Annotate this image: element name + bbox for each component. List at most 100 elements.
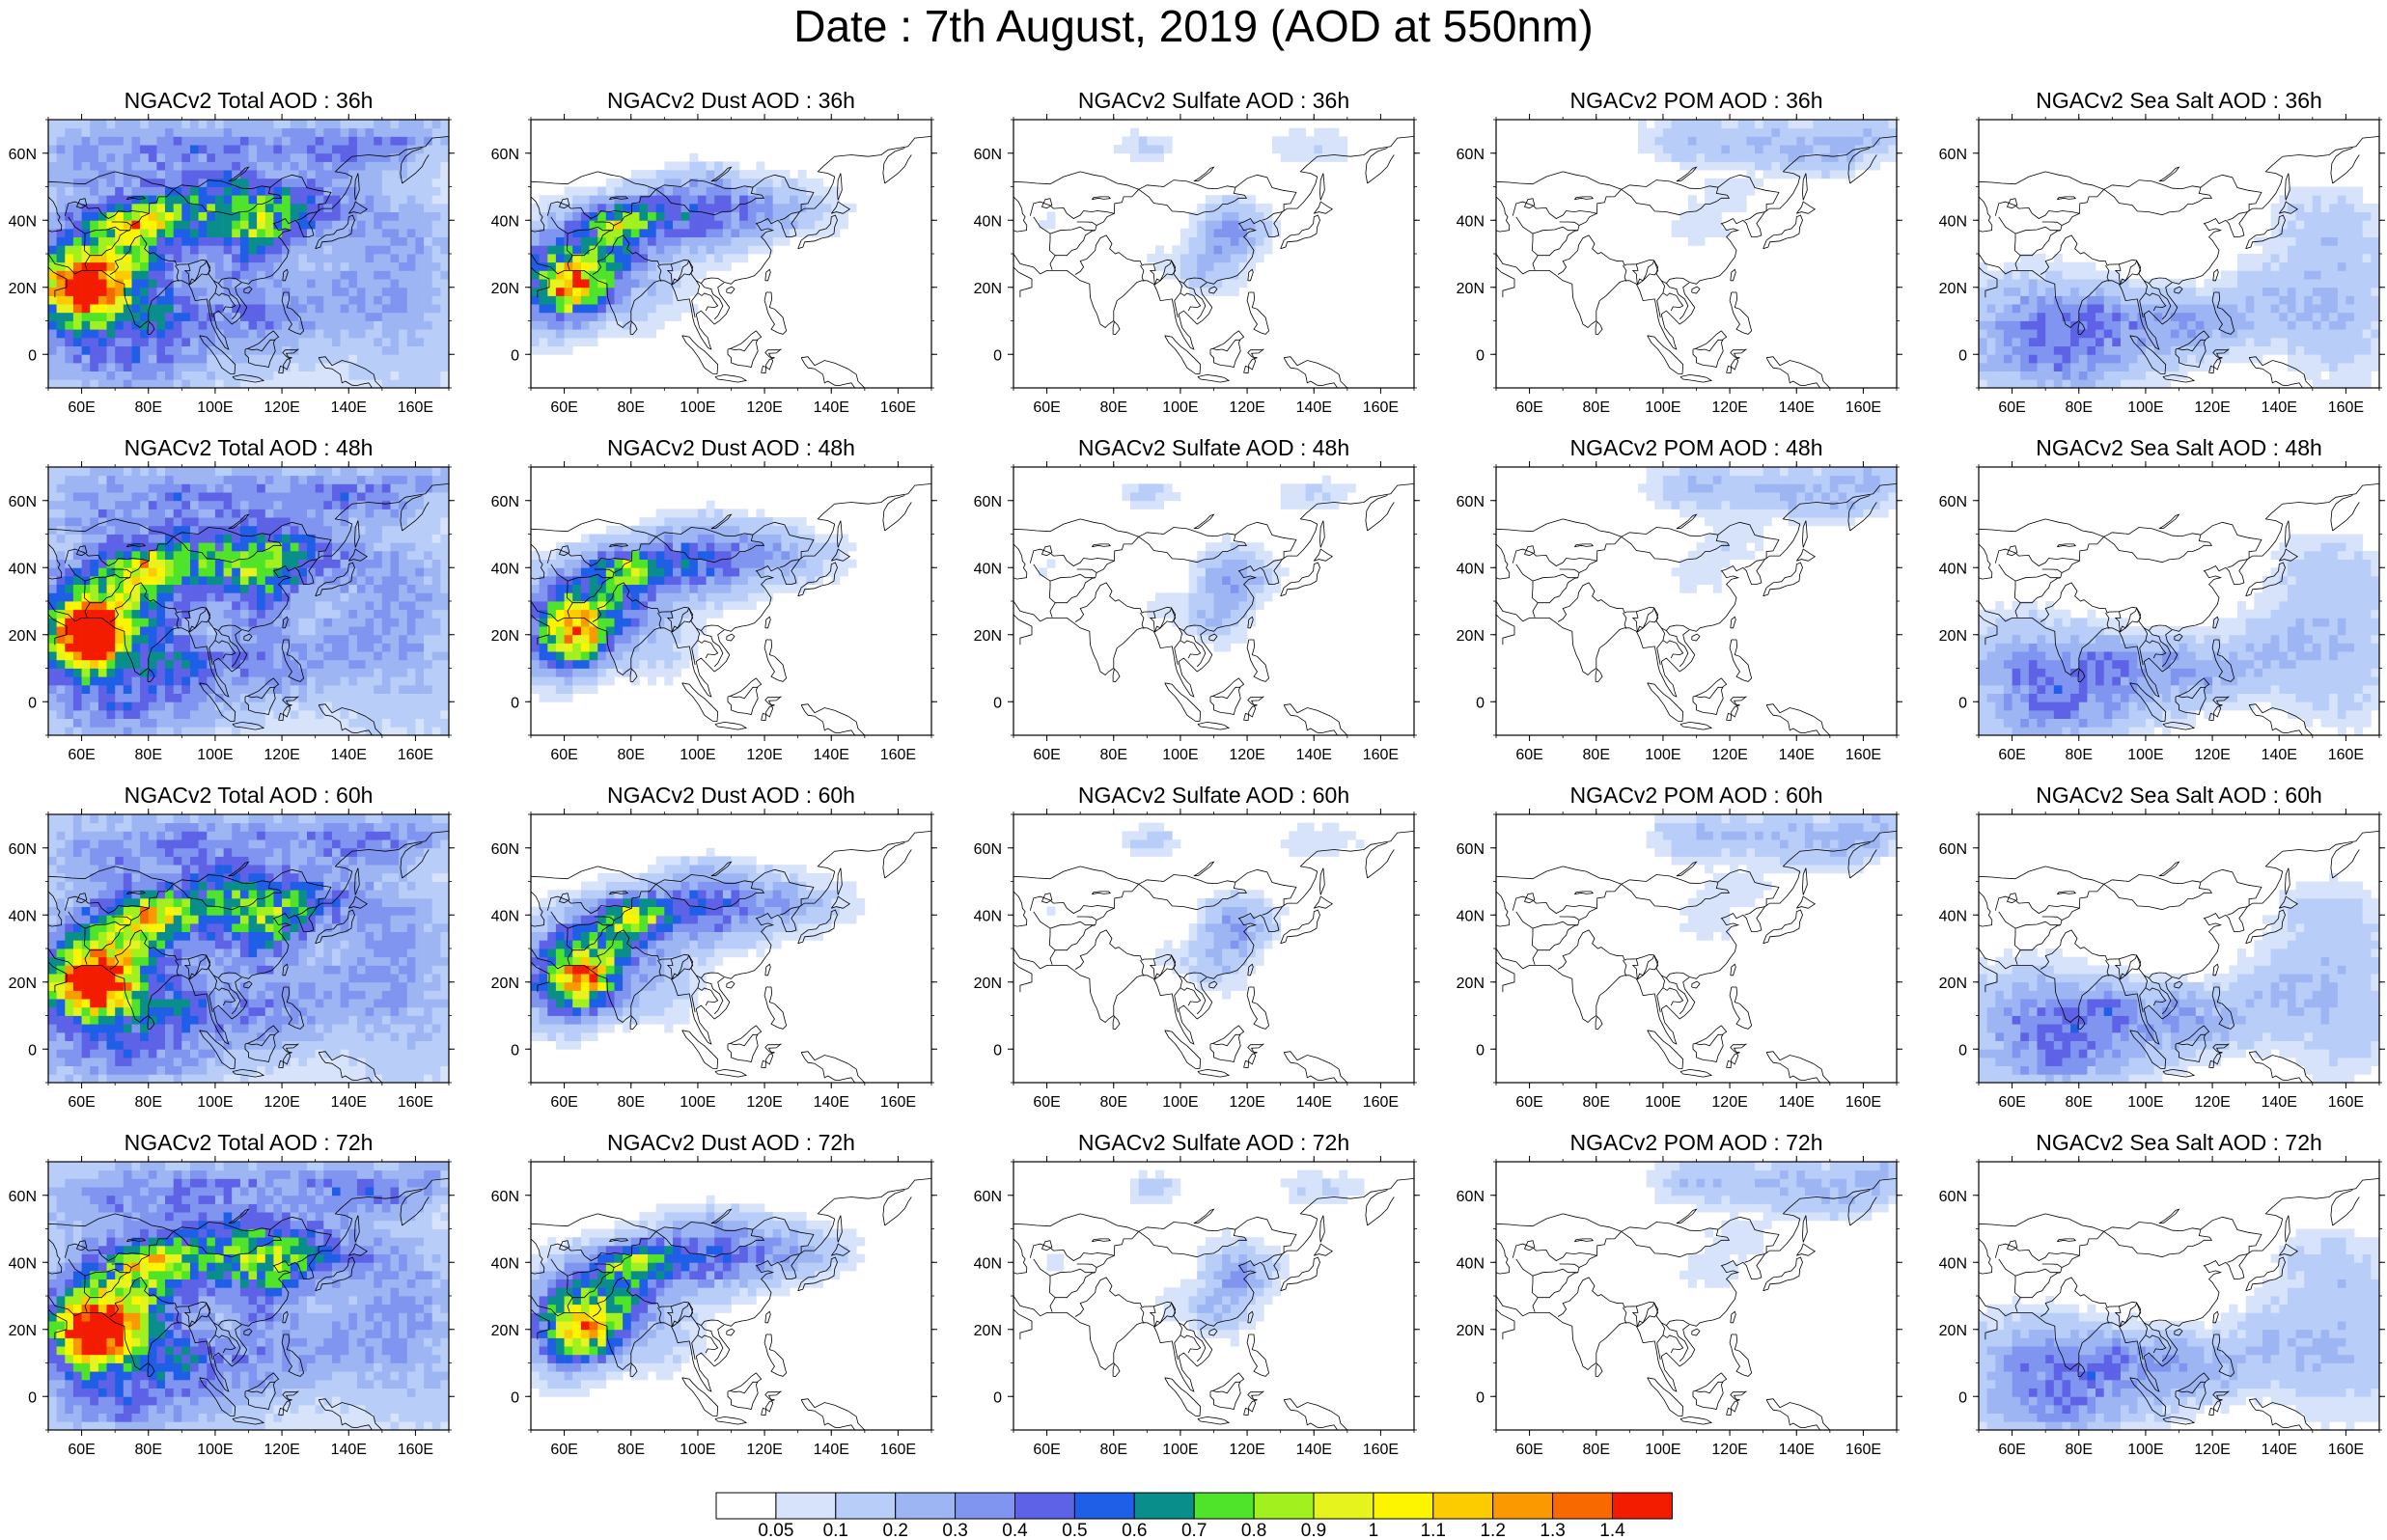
aod-field [1979, 872, 2379, 1083]
lon-tick-label: 120E [746, 747, 782, 763]
lat-tick-label: 60N [491, 841, 519, 858]
colorbar-label: 0.4 [1002, 1521, 1028, 1538]
lat-tick-label: 40N [1457, 213, 1485, 230]
lon-tick-label: 160E [2328, 1094, 2364, 1111]
lon-tick-label: 60E [1515, 1094, 1542, 1111]
lon-tick-label: 100E [2127, 399, 2163, 416]
lon-tick-label: 60E [1998, 1442, 2025, 1458]
colorbar-label: 0.1 [823, 1521, 848, 1538]
aod-field [531, 152, 857, 355]
lat-tick-label: 20N [491, 281, 519, 297]
lat-tick-label: 40N [974, 1255, 1002, 1272]
colorbar-label: 1.3 [1540, 1521, 1565, 1538]
lon-tick-label: 140E [1296, 1442, 1332, 1458]
panel-title: NGACv2 Dust AOD : 48h [607, 435, 855, 460]
lon-tick-label: 140E [814, 747, 849, 763]
coastlines [1013, 831, 1414, 1083]
lat-tick-label: 40N [491, 561, 519, 577]
lat-tick-label: 20N [1457, 1323, 1485, 1339]
panel-title: NGACv2 Sulfate AOD : 72h [1078, 1130, 1349, 1155]
aod-field [1038, 127, 1348, 296]
lon-tick-label: 160E [1846, 399, 1881, 416]
panel-title: NGACv2 POM AOD : 36h [1569, 88, 1822, 113]
lat-tick-label: 20N [491, 628, 519, 645]
lat-tick-label: 0 [28, 695, 37, 711]
coastlines [1013, 136, 1414, 388]
lon-tick-label: 60E [1998, 1094, 2025, 1111]
map-panel-dust-48h: NGACv2 Dust AOD : 48h 60E 80E 100E 120E 140E 1… [491, 435, 937, 763]
lon-tick-label: 60E [550, 747, 577, 763]
lat-tick-label: 40N [974, 213, 1002, 230]
lon-tick-label: 60E [1033, 1094, 1060, 1111]
lon-tick-label: 60E [68, 1442, 95, 1458]
lon-tick-label: 140E [2262, 399, 2297, 416]
lon-tick-label: 100E [197, 1094, 233, 1111]
lon-tick-label: 80E [1583, 1094, 1610, 1111]
lat-tick-label: 20N [1939, 1323, 1967, 1339]
colorbar-label: 1.1 [1421, 1521, 1446, 1538]
lon-tick-label: 80E [2066, 1094, 2093, 1111]
lon-tick-label: 100E [197, 399, 233, 416]
lon-tick-label: 80E [135, 1442, 162, 1458]
lon-tick-label: 100E [680, 747, 715, 763]
lon-tick-label: 100E [2127, 1094, 2163, 1111]
lat-tick-label: 20N [974, 628, 1002, 645]
map-panel-seasalt-36h: NGACv2 Sea Salt AOD : 36h 60E 80E 100E 120E 1… [1939, 88, 2385, 416]
lon-tick-label: 140E [1779, 399, 1815, 416]
colorbar-label: 0.3 [942, 1521, 967, 1538]
lat-tick-label: 0 [511, 347, 519, 364]
map-panel-total-36h: NGACv2 Total AOD : 36h 60E 80E 100E 120E 140E… [9, 88, 455, 416]
colorbar-swatch [715, 1492, 777, 1520]
lon-tick-label: 120E [2194, 747, 2230, 763]
lat-tick-label: 20N [1939, 628, 1967, 645]
lon-tick-label: 140E [814, 1442, 849, 1458]
lon-tick-label: 160E [1846, 747, 1881, 763]
lat-tick-label: 0 [993, 695, 1002, 711]
colorbar-swatch [1492, 1492, 1554, 1520]
map-panel-total-72h: NGACv2 Total AOD : 72h 60E 80E 100E 120E 140E… [9, 1130, 455, 1458]
aod-field [1646, 1162, 1897, 1288]
lat-tick-label: 0 [28, 1042, 37, 1059]
lat-tick-label: 20N [1457, 628, 1485, 645]
lon-tick-label: 140E [1779, 1094, 1815, 1111]
lat-tick-label: 0 [1476, 1042, 1485, 1059]
lon-tick-label: 120E [2194, 399, 2230, 416]
lat-tick-label: 60N [1939, 147, 1967, 163]
colorbar-swatch [1612, 1492, 1673, 1520]
lat-tick-label: 0 [511, 695, 519, 711]
lat-tick-label: 60N [491, 494, 519, 510]
lon-tick-label: 160E [398, 399, 433, 416]
lat-tick-label: 60N [9, 1189, 37, 1205]
lat-tick-label: 60N [974, 147, 1002, 163]
map-panel-dust-72h: NGACv2 Dust AOD : 72h 60E 80E 100E 120E 140E 1… [491, 1130, 937, 1458]
lat-tick-label: 40N [1939, 1255, 1967, 1272]
map-panel-pom-72h: NGACv2 POM AOD : 72h 60E 80E 100E 120E 140E 16… [1457, 1130, 1902, 1458]
lat-tick-label: 40N [491, 1255, 519, 1272]
colorbar-swatch [835, 1492, 897, 1520]
lon-tick-label: 80E [2066, 399, 2093, 416]
lon-tick-label: 100E [1645, 1094, 1680, 1111]
lon-tick-label: 140E [331, 747, 367, 763]
coastlines [531, 483, 931, 735]
panel-title: NGACv2 Total AOD : 60h [125, 783, 374, 808]
lon-tick-label: 160E [398, 1442, 433, 1458]
lat-tick-label: 40N [1457, 561, 1485, 577]
lon-tick-label: 140E [1779, 747, 1815, 763]
lon-tick-label: 60E [1998, 399, 2025, 416]
lon-tick-label: 160E [880, 747, 916, 763]
lon-tick-label: 100E [1162, 1094, 1198, 1111]
colorbar-label: 0.8 [1241, 1521, 1266, 1538]
lon-tick-label: 140E [2262, 1442, 2297, 1458]
lat-tick-label: 40N [9, 561, 37, 577]
lon-tick-label: 100E [1162, 399, 1198, 416]
lon-tick-label: 160E [1363, 747, 1399, 763]
coastlines [1979, 483, 2379, 735]
lat-tick-label: 40N [491, 213, 519, 230]
lat-tick-label: 40N [1457, 1255, 1485, 1272]
panel-title: NGACv2 Sulfate AOD : 60h [1078, 783, 1349, 808]
lon-tick-label: 100E [1162, 747, 1198, 763]
lon-tick-label: 160E [398, 1094, 433, 1111]
lat-tick-label: 60N [9, 147, 37, 163]
lat-tick-label: 20N [1939, 976, 1967, 992]
coastlines [48, 831, 449, 1083]
